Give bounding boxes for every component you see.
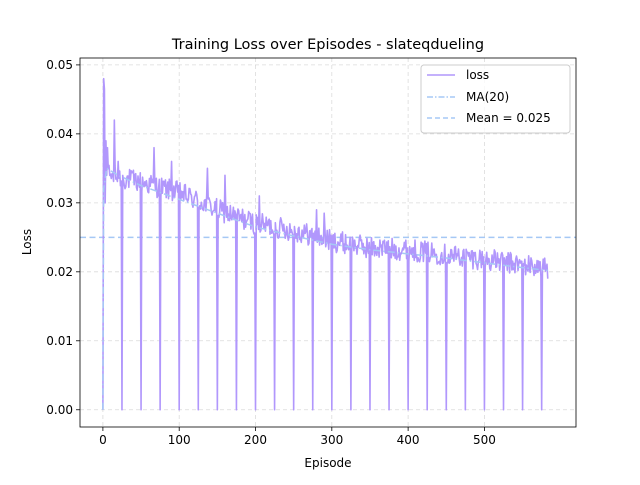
y-tick-label: 0.03 xyxy=(46,196,73,210)
series-layer xyxy=(80,77,576,411)
y-tick-label: 0.04 xyxy=(46,127,73,141)
legend: loss MA(20) Mean = 0.025 xyxy=(420,64,571,134)
x-tick-label: 500 xyxy=(473,433,496,447)
y-axis-label: Loss xyxy=(20,229,34,255)
plot-frame xyxy=(79,57,577,428)
loss-line xyxy=(102,77,549,411)
x-axis-label: Episode xyxy=(304,456,351,470)
x-tick-label: 400 xyxy=(397,433,420,447)
chart-title: Training Loss over Episodes - slateqduel… xyxy=(171,37,484,53)
legend-box xyxy=(420,64,571,134)
legend-label-mean: Mean = 0.025 xyxy=(466,111,551,125)
moving-average-line xyxy=(102,167,548,410)
x-tick-label: 0 xyxy=(99,433,107,447)
legend-label-ma: MA(20) xyxy=(466,90,509,104)
ticks: 0 100 200 300 400 500 0.00 0.01 0.02 0.03 0.04 0.05 xyxy=(46,58,496,447)
y-tick-label: 0.02 xyxy=(46,265,73,279)
legend-label-loss: loss xyxy=(466,68,489,82)
y-tick-label: 0.00 xyxy=(46,403,73,417)
x-tick-label: 200 xyxy=(244,433,267,447)
x-tick-label: 300 xyxy=(320,433,343,447)
y-tick-label: 0.05 xyxy=(46,58,73,72)
x-tick-label: 100 xyxy=(168,433,191,447)
y-tick-label: 0.01 xyxy=(46,334,73,348)
